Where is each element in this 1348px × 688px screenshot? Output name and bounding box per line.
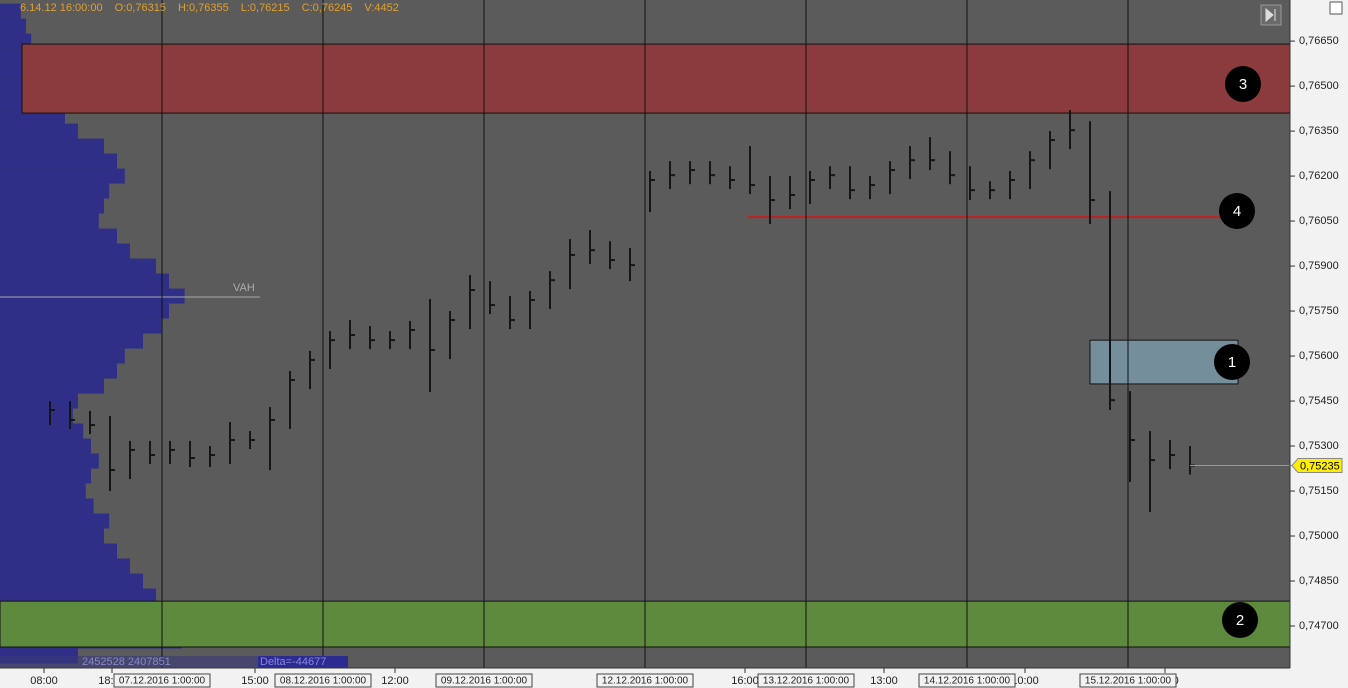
annotation-label: 1 [1228,354,1236,371]
x-tick-label: 15:00 [241,675,269,687]
profile-footer [0,656,260,668]
profile-bar [0,528,104,544]
profile-bar [0,258,156,274]
session-label: 12.12.2016 1:00:00 [602,676,689,687]
profile-bar [0,198,104,214]
profile-bar [0,573,143,589]
profile-bar [0,303,169,319]
zone [21,43,1291,114]
x-tick-label: 10:00 [1011,675,1039,687]
session-label-box [757,673,855,688]
session-label: 14.12.2016 1:00:00 [924,676,1011,687]
profile-bar [0,138,104,154]
y-tick-label: 0,76350 [1299,125,1339,137]
header-item: O:0,76315 [115,2,166,14]
profile-bar [0,378,104,394]
profile-bar [0,393,78,409]
profile-bar [0,333,143,349]
delta-label: Delta=-44677 [260,656,326,668]
profile-bar [0,438,91,454]
profile-bar [0,498,94,514]
profile-bar [0,288,185,304]
y-tick-label: 0,75450 [1299,395,1339,407]
y-tick-label: 0,75600 [1299,350,1339,362]
collapse-icon [1265,7,1276,23]
y-tick-label: 0,75300 [1299,440,1339,452]
profile-bar [0,273,169,289]
y-tick-label: 0,74700 [1299,620,1339,632]
annotation-label: 4 [1233,203,1241,220]
profile-bar [0,153,117,169]
profile-bar [0,228,117,244]
session-label: 13.12.2016 1:00:00 [763,676,850,687]
delta-box [258,656,348,668]
session-label: 15.12.2016 1:00:00 [1085,676,1172,687]
x-tick-label: 12:00 [381,675,409,687]
session-label-box [1079,673,1177,688]
vah-label: VAH [233,282,255,294]
session-label: 09.12.2016 1:00:00 [441,676,528,687]
session-label-box [596,673,694,688]
header-item: C:0,76245 [302,2,353,14]
header-item: L:0,76215 [241,2,290,14]
x-tick-label: 16:00 [731,675,759,687]
y-tick-label: 0,76050 [1299,215,1339,227]
profile-bar [0,318,162,334]
y-tick-label: 0,76200 [1299,170,1339,182]
annotation-circle [1214,344,1250,380]
profile-bar [0,483,86,499]
header-item: V:4452 [364,2,398,14]
profile-bar [0,423,84,439]
last-price-label: 0,75235 [1300,460,1340,472]
y-tick-label: 0,75150 [1299,485,1339,497]
x-tick-label: 13:00 [870,675,898,687]
profile-bar [0,453,99,469]
profile-bar [0,123,78,139]
profile-bar [0,168,125,184]
y-tick-label: 0,74850 [1299,575,1339,587]
profile-bar [0,183,110,199]
header-item: H:0,76355 [178,2,229,14]
session-label: 07.12.2016 1:00:00 [119,676,206,687]
panel-button[interactable] [1329,1,1343,15]
session-label-box [274,673,372,688]
annotation-label: 2 [1236,612,1244,629]
profile-bar [0,543,117,559]
last-price-box [1291,458,1343,474]
header-item: 6.14.12 16:00:00 [20,2,103,14]
zone [1089,339,1239,385]
profile-bar [0,588,156,604]
y-tick-label: 0,75750 [1299,305,1339,317]
profile-bar [0,513,110,529]
session-label-box [918,673,1016,688]
annotation-circle [1219,193,1255,229]
profile-totals: 2452528 2407851 [82,656,171,668]
profile-bar [0,363,117,379]
profile-bar [0,3,21,19]
profile-bar [0,468,91,484]
session-label-box [113,673,211,688]
x-tick-label: 08:00 [30,675,58,687]
y-tick-label: 0,75900 [1299,260,1339,272]
annotation-circle [1222,602,1258,638]
profile-bar [0,243,130,259]
profile-bar [0,558,130,574]
annotation-circle [1225,66,1261,102]
profile-bar [0,348,125,364]
profile-bar [0,18,26,34]
y-tick-label: 0,75000 [1299,530,1339,542]
session-label: 08.12.2016 1:00:00 [280,676,367,687]
session-label-box [435,673,533,688]
y-tick-label: 0,76650 [1299,35,1339,47]
y-tick-label: 0,76500 [1299,80,1339,92]
profile-bar [0,213,99,229]
annotation-label: 3 [1239,76,1247,93]
profile-bar [0,408,73,424]
